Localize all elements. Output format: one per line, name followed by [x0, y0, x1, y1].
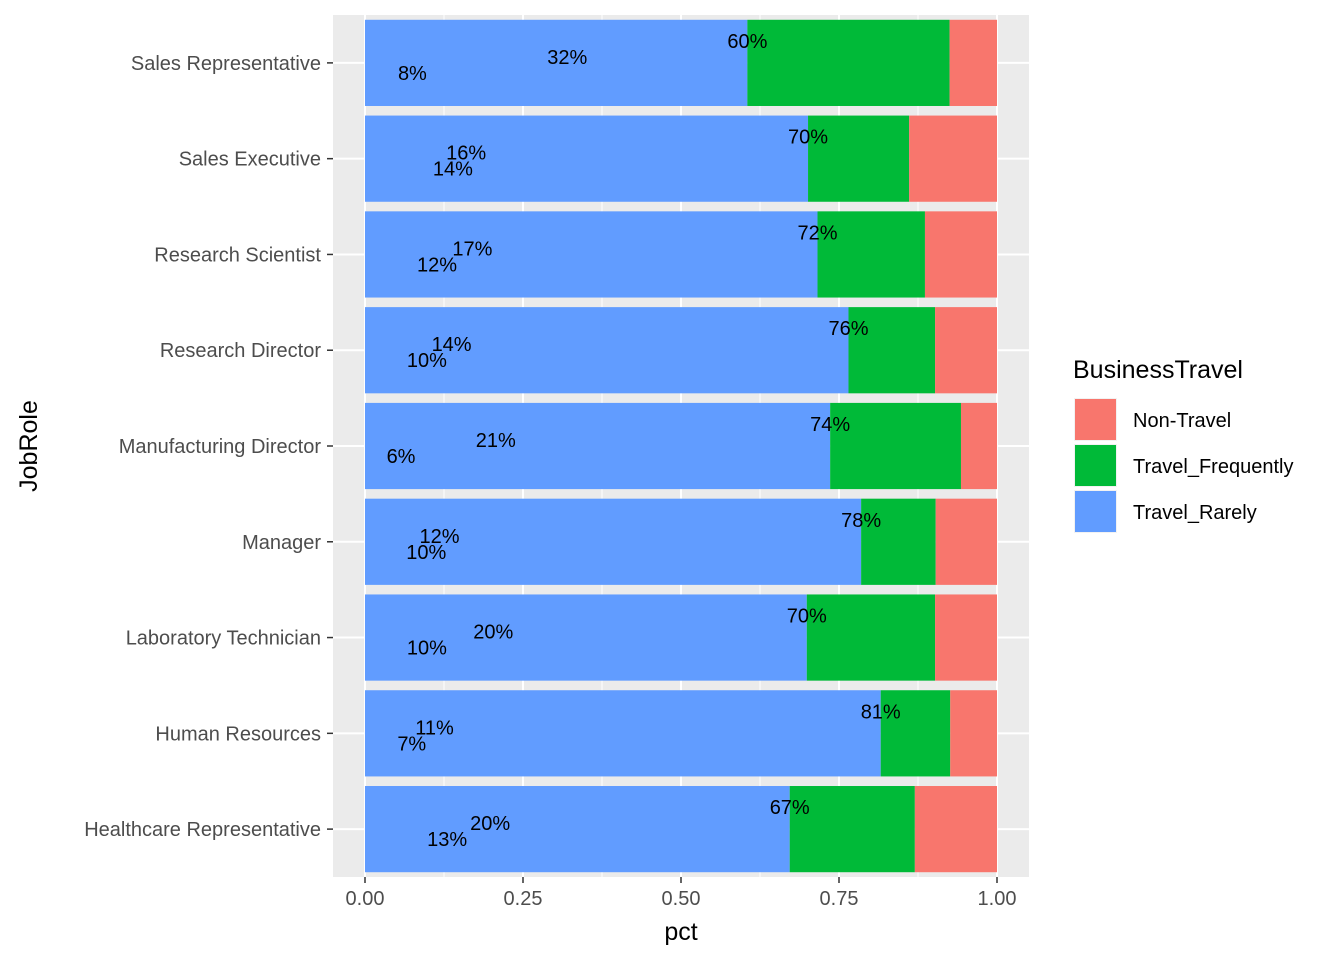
x-tick-label: 0.50 — [662, 888, 701, 910]
bar-manager-travel-frequently — [861, 498, 936, 585]
data-label-manager-travel-frequently: 12% — [420, 526, 460, 548]
data-label-manager-non-travel: 10% — [406, 542, 446, 564]
bar-research-director-travel-rarely — [365, 307, 849, 394]
bar-manager-travel-rarely — [365, 498, 862, 585]
bar-healthcare-representative-travel-rarely — [365, 786, 790, 873]
bar-laboratory-technician-non-travel — [935, 594, 997, 681]
bar-sales-representative-non-travel — [949, 19, 997, 106]
bar-healthcare-representative-travel-frequently — [789, 786, 915, 873]
data-label-sales-executive-travel-rarely: 70% — [788, 127, 828, 149]
bar-manufacturing-director-travel-rarely — [365, 402, 831, 490]
data-label-healthcare-representative-travel-frequently: 20% — [470, 813, 510, 835]
data-label-sales-executive-non-travel: 14% — [433, 159, 473, 181]
x-tick-label: 1.00 — [978, 888, 1017, 910]
data-label-human-resources-travel-rarely: 81% — [861, 701, 901, 723]
bar-laboratory-technician-travel-rarely — [365, 594, 807, 681]
bar-sales-representative-travel-frequently — [747, 19, 950, 106]
data-label-healthcare-representative-travel-rarely: 67% — [770, 797, 810, 819]
legend-title: BusinessTravel — [1073, 356, 1243, 384]
y-tick-label: Laboratory Technician — [126, 628, 321, 650]
data-label-research-director-travel-rarely: 76% — [828, 318, 868, 340]
y-tick-label: Research Director — [160, 340, 322, 362]
data-label-research-scientist-non-travel: 12% — [417, 254, 457, 276]
data-label-healthcare-representative-non-travel: 13% — [427, 829, 467, 851]
y-tick-label: Sales Executive — [179, 149, 321, 171]
bar-sales-executive-travel-frequently — [808, 115, 910, 202]
x-tick-label: 0.75 — [820, 888, 859, 910]
legend-label-non-travel: Non-Travel — [1133, 410, 1231, 432]
y-tick-label: Human Resources — [155, 723, 321, 745]
x-tick-label: 0.00 — [346, 888, 385, 910]
legend-swatch-travel-frequently — [1075, 445, 1116, 486]
legend-swatch-travel-rarely — [1075, 491, 1116, 532]
bar-research-scientist-travel-frequently — [817, 211, 925, 298]
data-label-research-director-travel-frequently: 14% — [432, 334, 472, 356]
y-tick-label: Research Scientist — [154, 244, 321, 266]
x-axis: 0.00 0.25 0.50 0.75 1.00 — [346, 877, 1017, 910]
data-label-manager-travel-rarely: 78% — [841, 510, 881, 532]
bar-healthcare-representative-non-travel — [914, 786, 997, 873]
data-label-manufacturing-director-travel-rarely: 74% — [810, 414, 850, 436]
bar-research-director-non-travel — [935, 307, 997, 394]
data-label-sales-executive-travel-frequently: 16% — [446, 143, 486, 165]
x-tick-label: 0.25 — [504, 888, 543, 910]
data-label-research-director-non-travel: 10% — [407, 350, 447, 372]
data-label-manufacturing-director-non-travel: 6% — [387, 446, 416, 468]
data-label-sales-representative-non-travel: 8% — [398, 63, 427, 85]
data-label-manufacturing-director-travel-frequently: 21% — [476, 430, 516, 452]
y-tick-label: Healthcare Representative — [84, 819, 321, 841]
data-label-laboratory-technician-non-travel: 10% — [407, 638, 447, 660]
data-label-laboratory-technician-travel-frequently: 20% — [473, 622, 513, 644]
legend-swatch-non-travel — [1075, 399, 1116, 440]
legend-label-travel-frequently: Travel_Frequently — [1133, 456, 1293, 478]
data-label-human-resources-non-travel: 7% — [397, 733, 426, 755]
y-tick-label: Manager — [242, 532, 321, 554]
bar-manufacturing-director-non-travel — [960, 402, 997, 490]
data-label-human-resources-travel-frequently: 11% — [415, 717, 454, 739]
legend-label-travel-rarely: Travel_Rarely — [1133, 502, 1257, 524]
data-labels-layer: 60%32%8%70%16%14%72%17%12%76%14%10%74%21… — [387, 31, 901, 851]
data-label-research-scientist-travel-rarely: 72% — [797, 222, 837, 244]
bar-manufacturing-director-travel-frequently — [830, 402, 961, 490]
bars-layer — [365, 19, 997, 873]
y-axis: Sales Representative Sales Executive Resea… — [84, 53, 333, 841]
data-label-research-scientist-travel-frequently: 17% — [452, 238, 492, 260]
bar-human-resources-travel-frequently — [880, 690, 951, 777]
bar-manager-non-travel — [935, 498, 997, 585]
data-label-sales-representative-travel-rarely: 60% — [727, 31, 767, 53]
y-tick-label: Manufacturing Director — [119, 436, 322, 458]
bar-research-scientist-non-travel — [924, 211, 997, 298]
data-label-laboratory-technician-travel-rarely: 70% — [787, 606, 827, 628]
bar-human-resources-non-travel — [950, 690, 997, 777]
bar-sales-executive-travel-rarely — [365, 115, 809, 202]
x-axis-title: pct — [664, 918, 697, 946]
y-axis-title: JobRole — [15, 400, 43, 492]
bar-research-director-travel-frequently — [848, 307, 936, 394]
data-label-sales-representative-travel-frequently: 32% — [547, 47, 587, 69]
bar-laboratory-technician-travel-frequently — [806, 594, 936, 681]
bar-sales-executive-non-travel — [909, 115, 997, 202]
bar-sales-representative-travel-rarely — [365, 19, 748, 106]
legend: BusinessTravel Non-Travel Travel_Frequent… — [1073, 356, 1293, 533]
bar-research-scientist-travel-rarely — [365, 211, 818, 298]
bar-human-resources-travel-rarely — [365, 690, 881, 777]
y-tick-label: Sales Representative — [131, 53, 321, 75]
